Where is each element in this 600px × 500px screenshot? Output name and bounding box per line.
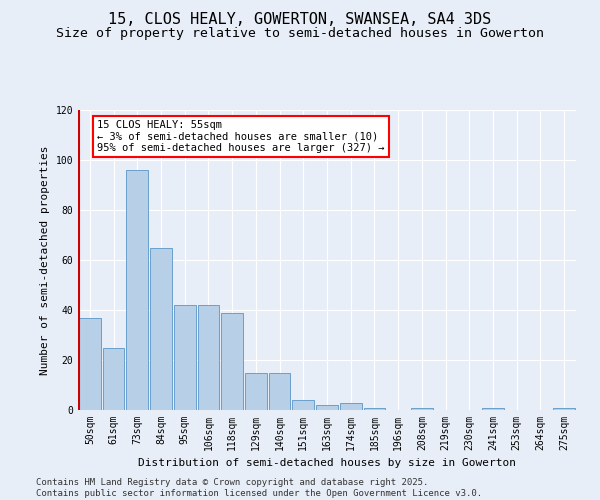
Bar bbox=[245, 372, 267, 410]
X-axis label: Distribution of semi-detached houses by size in Gowerton: Distribution of semi-detached houses by … bbox=[138, 458, 516, 468]
Text: 15 CLOS HEALY: 55sqm
← 3% of semi-detached houses are smaller (10)
95% of semi-d: 15 CLOS HEALY: 55sqm ← 3% of semi-detach… bbox=[97, 120, 385, 153]
Bar bbox=[269, 372, 290, 410]
Bar bbox=[482, 408, 504, 410]
Text: 15, CLOS HEALY, GOWERTON, SWANSEA, SA4 3DS: 15, CLOS HEALY, GOWERTON, SWANSEA, SA4 3… bbox=[109, 12, 491, 28]
Bar bbox=[316, 405, 338, 410]
Y-axis label: Number of semi-detached properties: Number of semi-detached properties bbox=[40, 145, 50, 375]
Text: Contains HM Land Registry data © Crown copyright and database right 2025.
Contai: Contains HM Land Registry data © Crown c… bbox=[36, 478, 482, 498]
Bar bbox=[150, 248, 172, 410]
Bar bbox=[197, 305, 220, 410]
Bar bbox=[553, 408, 575, 410]
Bar bbox=[174, 305, 196, 410]
Bar bbox=[292, 400, 314, 410]
Bar bbox=[79, 318, 101, 410]
Bar bbox=[103, 348, 124, 410]
Bar bbox=[221, 312, 243, 410]
Bar bbox=[127, 170, 148, 410]
Bar bbox=[364, 408, 385, 410]
Text: Size of property relative to semi-detached houses in Gowerton: Size of property relative to semi-detach… bbox=[56, 28, 544, 40]
Bar bbox=[411, 408, 433, 410]
Bar bbox=[340, 402, 362, 410]
